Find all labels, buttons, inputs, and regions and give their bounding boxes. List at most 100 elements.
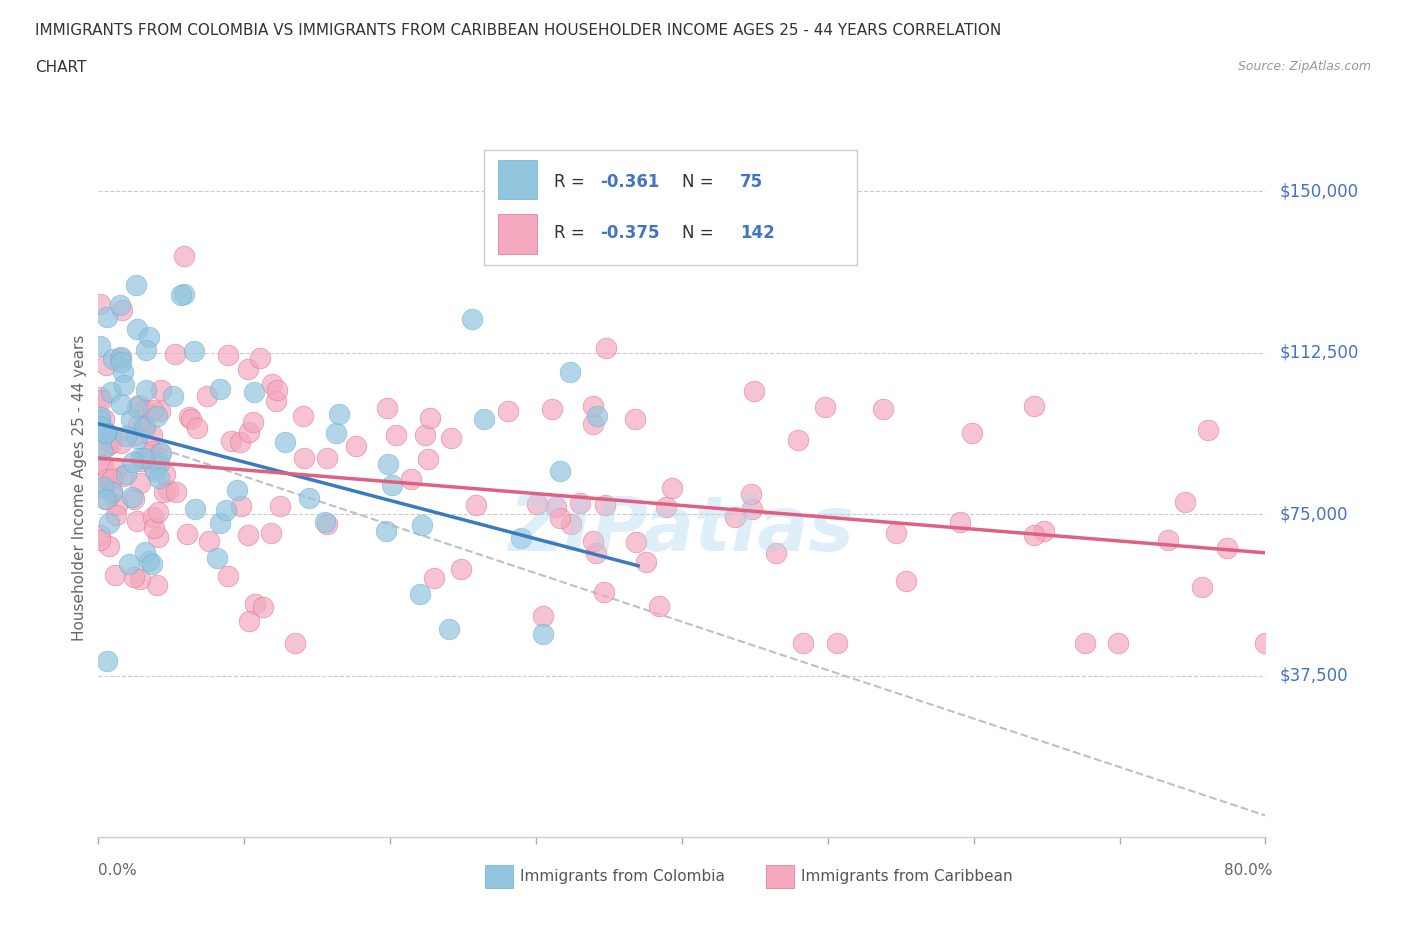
Point [884,525,907,540]
Text: Immigrants from Colombia: Immigrants from Colombia [520,870,725,884]
Point [105,462,128,477]
Point [236,362,259,377]
Point [269,498,291,513]
Point [374,524,396,538]
Point [143,460,166,475]
Point [1022,528,1045,543]
Point [146,578,169,592]
Point [450,562,472,577]
Point [209,516,232,531]
Point [162,389,184,404]
Text: 80.0%: 80.0% [1225,863,1272,878]
Point [138,553,160,568]
Point [148,456,170,471]
Point [648,599,671,614]
Point [217,348,239,363]
Point [101,485,124,500]
Point [139,446,162,461]
Point [252,600,274,615]
Point [544,499,567,514]
Point [173,248,195,263]
Point [98,516,121,531]
Point [531,627,554,642]
Point [219,433,242,448]
Point [100,385,122,400]
Point [377,457,399,472]
Point [157,483,180,498]
Point [198,534,221,549]
Point [292,451,315,466]
FancyBboxPatch shape [484,150,856,265]
Point [792,636,814,651]
Point [593,585,616,600]
Point [135,342,157,357]
Point [89,297,111,312]
Point [91,480,114,495]
Point [153,485,176,499]
Point [100,436,122,451]
Point [89,527,111,542]
Point [381,478,404,493]
Point [176,527,198,542]
Point [150,382,173,397]
Point [121,455,143,470]
Point [724,510,747,525]
Point [108,351,131,365]
Point [461,312,484,326]
Point [96,492,118,507]
Point [132,418,155,432]
Point [377,401,399,416]
Point [94,424,117,439]
Point [586,409,609,424]
Point [582,534,605,549]
Point [1254,636,1277,651]
Point [314,515,336,530]
Point [89,457,111,472]
Point [91,458,114,473]
Point [148,471,170,485]
Point [238,425,260,440]
Point [595,340,617,355]
Point [548,464,571,479]
Point [165,347,187,362]
Point [179,409,201,424]
Bar [498,215,537,254]
Text: N =: N = [682,173,713,192]
Point [825,636,848,651]
Point [110,435,132,450]
Text: ZIPatlas: ZIPatlas [509,493,855,567]
Point [274,435,297,450]
Point [134,403,156,418]
Point [131,454,153,469]
Point [413,428,436,443]
Point [165,485,187,499]
Point [266,393,288,408]
Point [582,416,605,431]
Point [89,418,111,433]
Point [634,554,657,569]
Point [229,498,252,513]
Point [186,420,208,435]
Point [1215,540,1237,555]
Point [114,429,136,444]
Point [127,399,149,414]
Point [125,431,148,445]
Point [894,573,917,588]
Point [141,557,163,572]
Point [94,492,117,507]
Y-axis label: Householder Income Ages 25 - 44 years: Householder Income Ages 25 - 44 years [72,335,87,642]
Point [325,425,347,440]
Point [1197,422,1219,437]
Text: $150,000: $150,000 [1279,182,1358,200]
Point [108,297,131,312]
Point [94,426,117,441]
Point [148,530,170,545]
Point [142,444,165,458]
Point [661,481,683,496]
Point [236,527,259,542]
Text: Immigrants from Caribbean: Immigrants from Caribbean [801,870,1014,884]
Point [242,385,264,400]
Point [243,596,266,611]
Point [121,490,143,505]
Point [740,487,762,502]
